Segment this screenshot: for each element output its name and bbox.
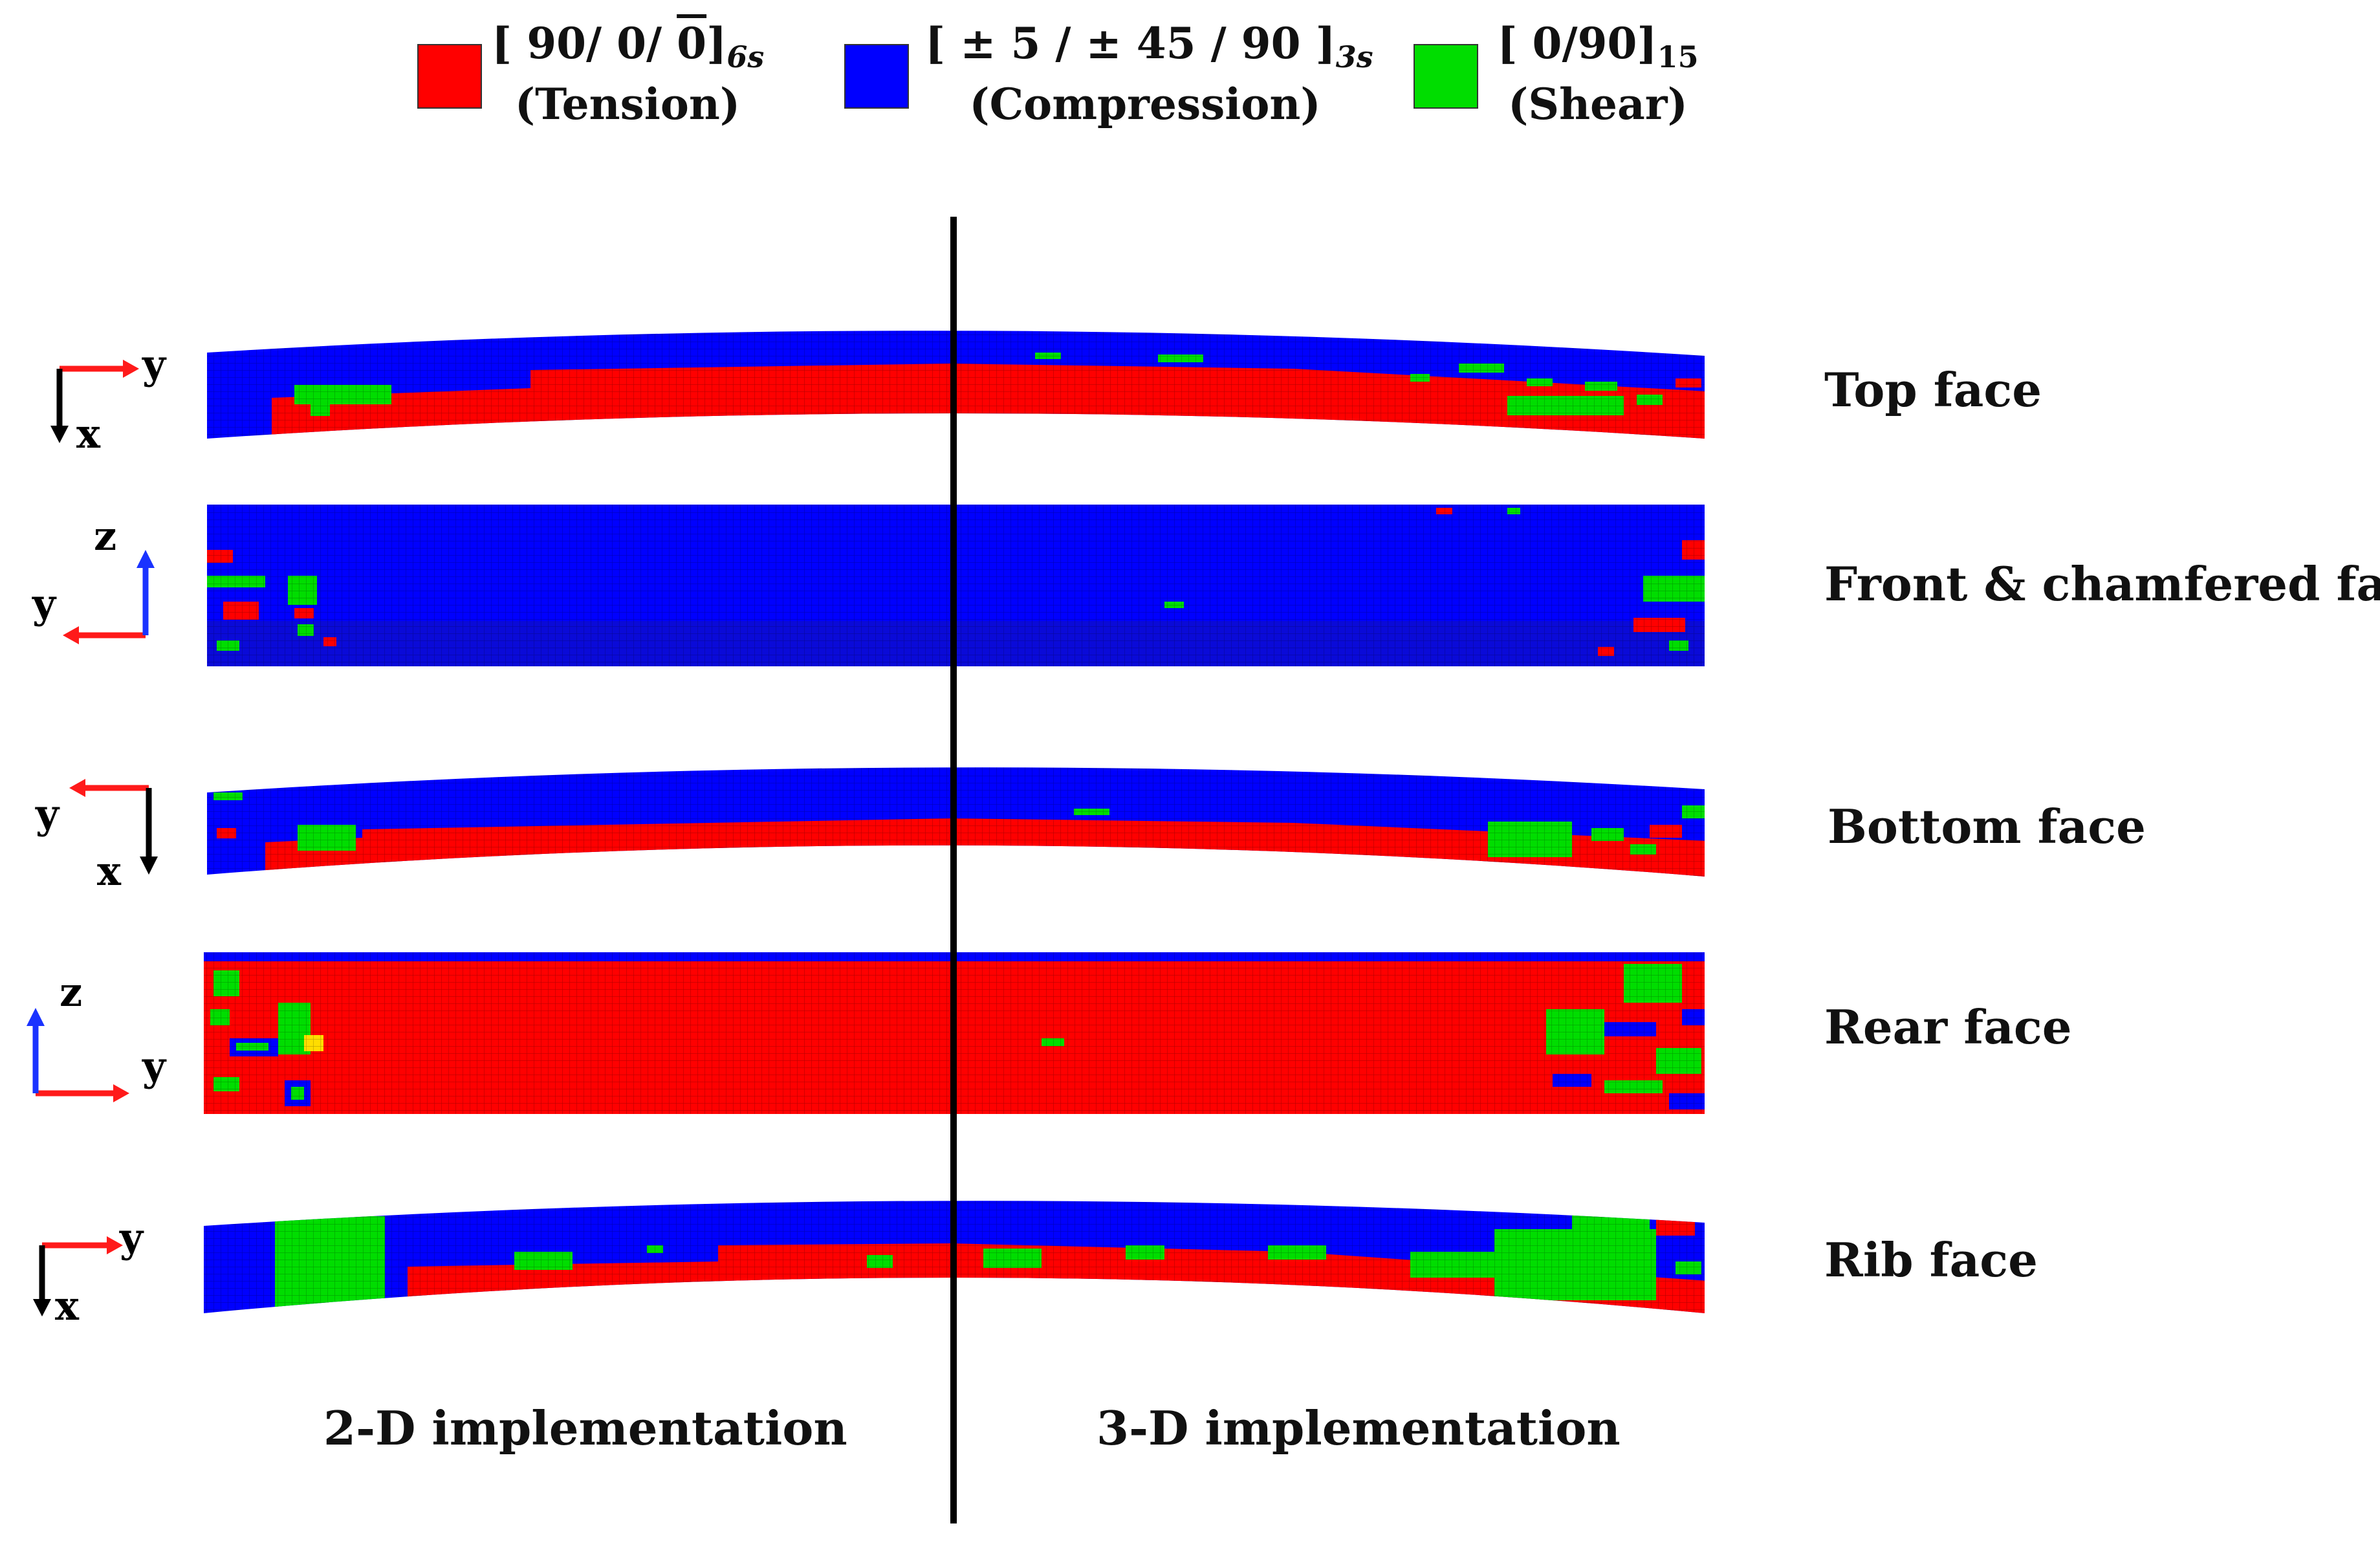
axis-triad-bottom: y x — [35, 779, 158, 895]
label-2d-implementation: 2-D implementation — [323, 1401, 847, 1456]
axis-label-rear-h: y — [142, 1043, 167, 1090]
axis-label-front-h: y — [32, 580, 57, 628]
axis-label-top-v: x — [76, 410, 101, 457]
panel-bottom-face — [207, 767, 1705, 877]
panel-rib-face — [204, 1201, 1705, 1313]
legend-text-shear: [ 0/90]15 (Shear) — [1497, 18, 1699, 129]
axis-label-rib-h: y — [119, 1214, 144, 1261]
panel-top-face — [207, 331, 1705, 439]
face-label-rear: Rear face — [1824, 999, 2072, 1054]
axis-label-bottom-v: x — [97, 847, 122, 895]
legend-text-tension: [ 90/ 0/ 0]6s (Tension) — [492, 18, 765, 129]
label-3d-implementation: 3-D implementation — [1097, 1401, 1621, 1456]
axis-label-top-h: y — [142, 341, 167, 388]
face-label-top: Top face — [1824, 362, 2042, 417]
axis-label-front-v: z — [94, 512, 116, 560]
face-label-rib: Rib face — [1824, 1232, 2038, 1287]
axis-triad-rib: y x — [33, 1214, 144, 1329]
legend-layup-tension: [ 90/ 0/ 0] — [492, 18, 727, 69]
legend-swatch-shear — [1414, 44, 1478, 109]
legend-text-compression: [ ± 5 / ± 45 / 90 ]3s (Compression) — [925, 18, 1373, 129]
legend-swatch-tension — [417, 44, 482, 109]
face-label-bottom: Bottom face — [1828, 799, 2146, 854]
axis-triad-top: y x — [50, 341, 167, 457]
axis-triad-rear: z y — [27, 968, 167, 1102]
axis-label-bottom-h: y — [35, 791, 60, 838]
axis-triad-front: z y — [32, 512, 155, 644]
axis-label-rib-v: x — [55, 1282, 80, 1329]
face-label-front: Front & chamfered face — [1824, 556, 2380, 611]
axis-label-rear-v: z — [60, 968, 82, 1016]
legend-swatch-compression — [844, 44, 909, 109]
